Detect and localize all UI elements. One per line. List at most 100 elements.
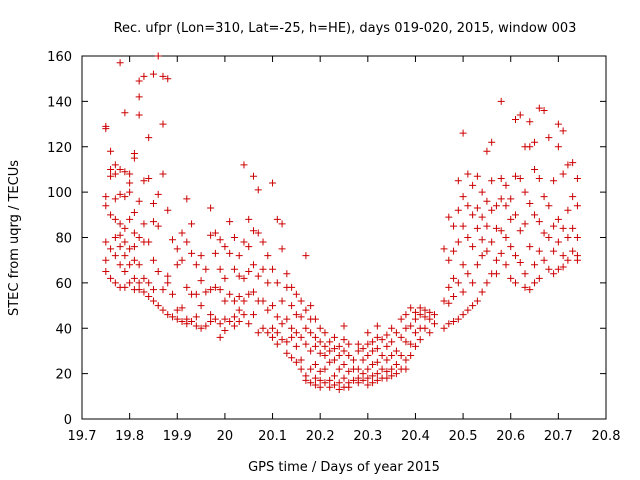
data-point [264, 252, 272, 260]
data-point [173, 261, 181, 269]
data-point [311, 361, 319, 369]
data-point [516, 111, 524, 119]
data-point [135, 234, 143, 241]
data-point [316, 383, 324, 391]
data-point [269, 324, 277, 332]
data-point [307, 347, 315, 355]
data-point [245, 320, 253, 328]
data-point [559, 224, 567, 232]
data-point [364, 340, 372, 348]
data-point [273, 279, 281, 287]
data-point [273, 313, 281, 321]
data-point [288, 302, 296, 310]
data-point [354, 365, 362, 373]
data-point [316, 349, 324, 357]
data-point [269, 265, 277, 273]
data-point [269, 302, 277, 310]
data-point [373, 370, 381, 378]
data-point [350, 376, 358, 384]
data-point [135, 93, 143, 101]
data-point [469, 181, 477, 189]
data-point [540, 106, 548, 114]
data-point [445, 213, 453, 221]
data-point [107, 147, 115, 155]
data-point [473, 172, 481, 180]
data-point [459, 222, 467, 230]
data-point [421, 324, 429, 332]
data-point [478, 252, 486, 260]
data-point [388, 351, 396, 359]
data-point [178, 304, 186, 312]
data-point [459, 193, 467, 201]
data-point [311, 333, 319, 341]
data-point [211, 249, 219, 257]
data-point [126, 245, 134, 253]
data-point [411, 315, 419, 323]
data-point [550, 222, 558, 230]
data-point [359, 376, 367, 384]
data-point [335, 379, 343, 387]
y-tick-label: 40 [55, 322, 72, 337]
data-point [550, 270, 558, 278]
data-point [545, 234, 553, 241]
data-point [221, 315, 229, 323]
data-point [554, 215, 562, 223]
data-point [492, 256, 500, 264]
data-point [540, 256, 548, 264]
data-point [221, 274, 229, 282]
y-tick-label: 60 [55, 277, 72, 292]
data-point [154, 52, 162, 60]
data-point [249, 288, 257, 296]
data-point [235, 292, 243, 300]
data-point [473, 297, 481, 305]
data-point [521, 283, 529, 291]
data-point [397, 351, 405, 359]
data-point [316, 324, 324, 332]
data-point [126, 170, 134, 178]
data-point [431, 320, 439, 328]
data-point [383, 356, 391, 364]
data-point [388, 324, 396, 332]
data-point [292, 342, 300, 350]
data-point [354, 379, 362, 387]
data-point [521, 220, 529, 228]
data-point [273, 329, 281, 337]
data-point [192, 261, 200, 269]
data-point [407, 322, 415, 330]
data-point [554, 265, 562, 273]
data-point [469, 279, 477, 287]
data-point [445, 256, 453, 264]
data-point [173, 315, 181, 323]
data-point [116, 220, 124, 228]
data-point [426, 308, 434, 316]
data-point [130, 274, 138, 282]
data-point [369, 338, 377, 346]
data-point [145, 238, 153, 246]
data-point [531, 279, 539, 287]
data-point [288, 354, 296, 362]
data-point [164, 272, 172, 280]
data-point [149, 256, 157, 264]
data-point [345, 367, 353, 375]
data-point [330, 356, 338, 364]
data-point [130, 229, 138, 237]
data-point [540, 193, 548, 201]
y-tick-label: 80 [55, 232, 72, 247]
data-point [521, 188, 529, 196]
data-point [407, 340, 415, 348]
data-point [240, 161, 248, 169]
data-point [116, 243, 124, 251]
data-point [426, 329, 434, 337]
y-tick-label: 0 [64, 413, 72, 428]
data-point [121, 268, 129, 276]
data-point [216, 333, 224, 341]
data-point [264, 279, 272, 287]
data-point [107, 211, 115, 219]
data-point [454, 315, 462, 323]
data-point [516, 175, 524, 183]
data-point [249, 172, 257, 180]
data-point [126, 279, 134, 287]
data-point [502, 202, 510, 210]
data-point [235, 252, 243, 260]
data-point [411, 329, 419, 337]
